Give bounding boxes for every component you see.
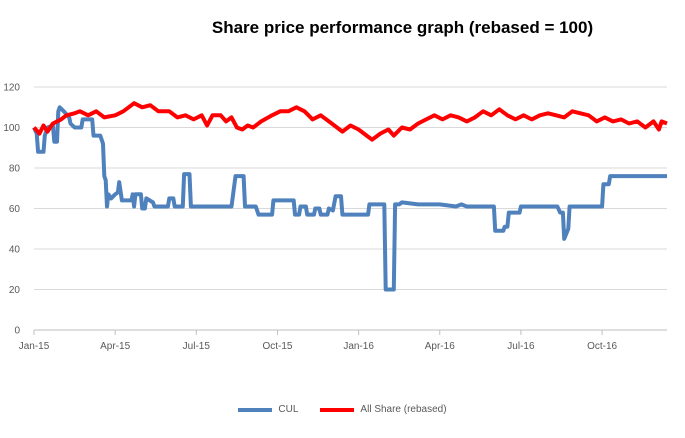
x-tick-label-oct-15: Oct-15: [262, 341, 292, 352]
x-tick-label-jul-16: Jul-16: [507, 341, 535, 352]
series-line-all-share: [32, 101, 668, 142]
y-tick-label-60: 60: [9, 204, 21, 215]
chart-legend: CUL All Share (rebased): [0, 404, 685, 415]
y-tick-label-80: 80: [9, 164, 21, 175]
y-tick-label-120: 120: [3, 83, 20, 94]
x-tick-label-oct-16: Oct-16: [587, 341, 617, 352]
legend-label-cul: CUL: [278, 404, 299, 415]
y-tick-label-0: 0: [14, 326, 20, 337]
legend-swatch-cul: [238, 407, 273, 412]
chart-title: Share price performance graph (rebased =…: [211, 18, 594, 37]
legend-item-cul: CUL: [238, 404, 298, 415]
x-tick-label-apr-16: Apr-16: [425, 341, 455, 352]
legend-swatch-all-share: [320, 407, 355, 412]
x-tick-label-apr-15: Apr-15: [100, 341, 130, 352]
series-line-cul: [32, 105, 667, 292]
legend-item-all-share: All Share (rebased): [320, 404, 447, 415]
y-tick-label-100: 100: [3, 123, 20, 134]
legend-label-all-share: All Share (rebased): [360, 404, 447, 415]
y-tick-label-20: 20: [9, 285, 21, 296]
x-tick-label-jan-15: Jan-15: [19, 341, 50, 352]
x-tick-label-jul-15: Jul-15: [183, 341, 211, 352]
y-tick-label-40: 40: [9, 245, 21, 256]
x-tick-label-jan-16: Jan-16: [343, 341, 374, 352]
